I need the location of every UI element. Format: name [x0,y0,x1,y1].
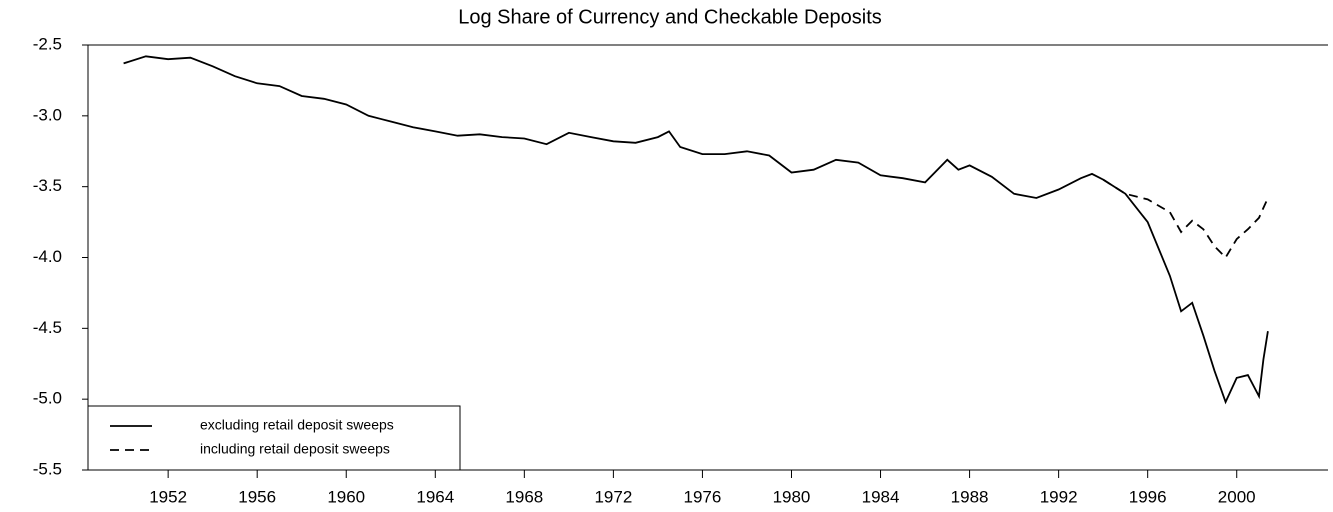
y-tick-label: -3.5 [33,176,62,195]
series-line [123,55,1269,405]
x-tick-label: 1968 [505,487,543,506]
chart-title: Log Share of Currency and Checkable Depo… [458,6,882,28]
legend-label: excluding retail deposit sweeps [200,417,394,433]
y-tick-label: -2.5 [33,34,62,53]
y-tick-label: -5.0 [33,389,62,408]
x-tick-label: 1976 [684,487,722,506]
y-tick-label: -4.0 [33,247,62,266]
y-tick-label: -3.0 [33,105,62,124]
x-tick-label: 2000 [1218,487,1256,506]
x-tick-label: 1952 [149,487,187,506]
legend-box [87,405,461,471]
x-tick-label: 1992 [1040,487,1078,506]
x-tick-label: 1988 [951,487,989,506]
y-tick-label: -5.5 [33,459,62,478]
x-tick-label: 1984 [862,487,900,506]
x-tick-label: 1980 [773,487,811,506]
series-line [1102,178,1269,259]
x-tick-label: 1960 [327,487,365,506]
x-tick-label: 1996 [1129,487,1167,506]
x-tick-label: 1972 [594,487,632,506]
x-tick-label: 1964 [416,487,454,506]
legend-label: including retail deposit sweeps [200,441,390,457]
x-tick-label: 1956 [238,487,276,506]
y-tick-label: -4.5 [33,318,62,337]
